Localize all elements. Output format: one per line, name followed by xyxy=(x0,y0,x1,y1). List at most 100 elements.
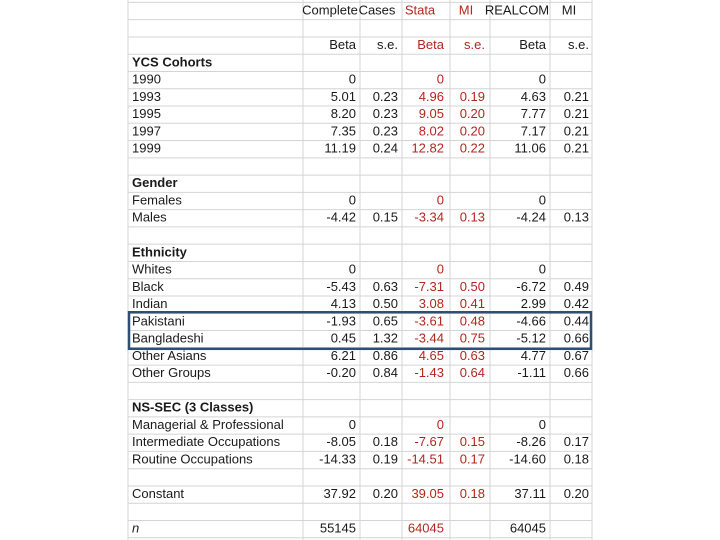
cell-value: 0.41 xyxy=(460,296,485,311)
cell-value: -3.34 xyxy=(414,210,444,225)
cell-value: -4.66 xyxy=(516,313,546,328)
cell-value: 0.50 xyxy=(373,296,398,311)
cell-value: 12.82 xyxy=(411,141,444,156)
column-header: s.e. xyxy=(377,37,398,52)
cell-value: 0.23 xyxy=(373,106,398,121)
row-label: Males xyxy=(132,210,167,225)
cell-value: 0.20 xyxy=(460,106,485,121)
cell-value: -5.12 xyxy=(516,331,546,346)
cell-value: 0.42 xyxy=(564,296,589,311)
cell-value: 0.19 xyxy=(373,451,398,466)
cell-value: 64045 xyxy=(408,521,444,536)
cell-value: -4.24 xyxy=(516,210,546,225)
cell-value: 0.64 xyxy=(460,365,485,380)
cell-value: 4.77 xyxy=(521,348,546,363)
cell-value: 0.49 xyxy=(564,279,589,294)
method-header: Complete xyxy=(302,2,358,17)
cell-value: 0.48 xyxy=(460,313,485,328)
cell-value: -1.43 xyxy=(414,365,444,380)
method-header: MI xyxy=(562,2,576,17)
row-label: Constant xyxy=(132,486,184,501)
cell-value: 0.15 xyxy=(460,434,485,449)
cell-value: 2.99 xyxy=(521,296,546,311)
cell-value: 4.96 xyxy=(419,89,444,104)
method-header: MI xyxy=(459,2,473,17)
cell-value: 0.24 xyxy=(373,141,398,156)
cell-value: 0.18 xyxy=(460,486,485,501)
cell-value: 0.50 xyxy=(460,279,485,294)
cell-value: 0.15 xyxy=(373,210,398,225)
cell-value: 8.20 xyxy=(331,106,356,121)
method-header: REALCOM xyxy=(485,2,549,17)
cell-value: -1.93 xyxy=(326,313,356,328)
row-label: Routine Occupations xyxy=(132,451,253,466)
highlight-box xyxy=(127,311,593,351)
section-title: YCS Cohorts xyxy=(132,54,212,69)
cell-value: 0 xyxy=(349,72,356,87)
cell-value: 1.32 xyxy=(373,331,398,346)
cell-value: 0 xyxy=(539,192,546,207)
cell-value: -3.61 xyxy=(414,313,444,328)
cell-value: 0 xyxy=(437,417,444,432)
column-header: s.e. xyxy=(568,37,589,52)
cell-value: 39.05 xyxy=(411,486,444,501)
cell-value: 6.21 xyxy=(331,348,356,363)
cell-value: 0.18 xyxy=(373,434,398,449)
section-title: Gender xyxy=(132,175,178,190)
cell-value: 0 xyxy=(349,417,356,432)
cell-value: 0.17 xyxy=(564,434,589,449)
row-label: Managerial & Professional xyxy=(132,417,284,432)
cell-value: -14.51 xyxy=(407,451,444,466)
cell-value: -1.11 xyxy=(517,365,546,380)
row-label: Other Asians xyxy=(132,348,207,363)
method-header: Stata xyxy=(405,2,436,17)
cell-value: 8.02 xyxy=(419,123,444,138)
cell-value: 11.06 xyxy=(514,141,546,156)
cell-value: 0.23 xyxy=(373,123,398,138)
cell-value: 9.05 xyxy=(419,106,444,121)
cell-value: 0.63 xyxy=(460,348,485,363)
cell-value: 0.44 xyxy=(564,313,589,328)
cell-value: 0.17 xyxy=(460,451,485,466)
cell-value: -8.05 xyxy=(326,434,356,449)
cell-value: 0.86 xyxy=(373,348,398,363)
cell-value: -14.33 xyxy=(319,451,356,466)
cell-value: -6.72 xyxy=(516,279,546,294)
cell-value: 0.65 xyxy=(373,313,398,328)
row-label: Intermediate Occupations xyxy=(132,434,281,449)
cell-value: 0.13 xyxy=(564,210,589,225)
cell-value: -0.20 xyxy=(326,365,356,380)
cell-value: 0.20 xyxy=(373,486,398,501)
row-label: 1997 xyxy=(132,123,161,138)
column-header: s.e. xyxy=(464,37,485,52)
cell-value: 55145 xyxy=(320,521,356,536)
cell-value: 0.20 xyxy=(564,486,589,501)
row-label: Females xyxy=(132,192,182,207)
cell-value: 3.08 xyxy=(419,296,444,311)
section-title: Ethnicity xyxy=(132,244,188,259)
cell-value: -14.60 xyxy=(509,451,546,466)
cell-value: 0.66 xyxy=(564,331,589,346)
column-header: Beta xyxy=(519,37,547,52)
cell-value: 0 xyxy=(437,192,444,207)
cell-value: 0.18 xyxy=(564,451,589,466)
method-header: Cases xyxy=(359,2,396,17)
cell-value: 0.45 xyxy=(331,331,356,346)
section-title: NS-SEC (3 Classes) xyxy=(132,400,253,415)
cell-value: -7.67 xyxy=(414,434,444,449)
cell-value: 0.13 xyxy=(460,210,485,225)
cell-value: -8.26 xyxy=(516,434,546,449)
cell-value: 4.13 xyxy=(331,296,356,311)
cell-value: 64045 xyxy=(510,521,546,536)
cell-value: 0.84 xyxy=(373,365,398,380)
row-label: Pakistani xyxy=(132,313,185,328)
cell-value: -3.44 xyxy=(414,331,444,346)
cell-value: -5.43 xyxy=(326,279,356,294)
cell-value: 7.35 xyxy=(331,123,356,138)
cell-value: 5.01 xyxy=(331,89,356,104)
cell-value: 0 xyxy=(349,192,356,207)
cell-value: 4.63 xyxy=(521,89,546,104)
cell-value: 0 xyxy=(349,262,356,277)
cell-value: -7.31 xyxy=(414,279,444,294)
